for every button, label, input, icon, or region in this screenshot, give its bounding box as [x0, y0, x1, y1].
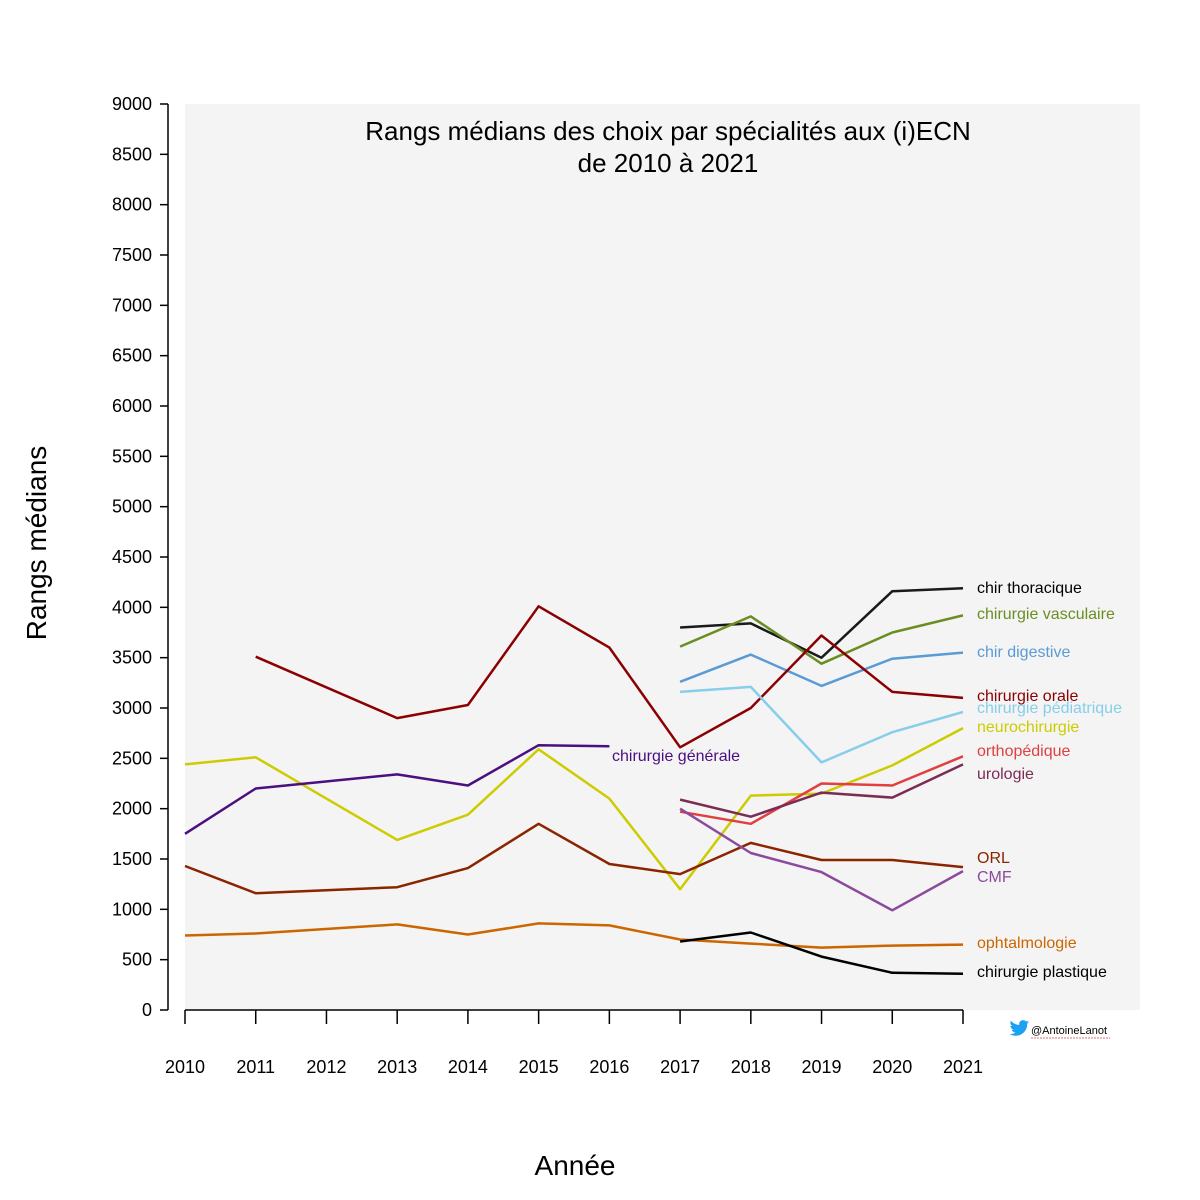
series-label-chirurgie-pediatrique: chirurgie pédiatrique — [977, 700, 1122, 717]
y-tick-label: 5500 — [112, 446, 152, 466]
chart-title: Rangs médians des choix par spécialités … — [365, 116, 971, 146]
x-tick-label: 2017 — [660, 1057, 700, 1077]
series-line-chirurgie-orale — [255, 605, 964, 749]
series-line-chirurgie-generale — [184, 743, 610, 835]
x-tick-label: 2021 — [943, 1057, 983, 1077]
x-tick-label: 2014 — [448, 1057, 488, 1077]
series-line-chir-thoracique — [680, 586, 964, 659]
series-line-chirurgie-vasculaire — [679, 614, 964, 665]
series-label-orthopedique: orthopédique — [977, 743, 1071, 760]
series-label-chirurgie-vasculaire: chirurgie vasculaire — [977, 606, 1115, 623]
y-tick-label: 3500 — [112, 648, 152, 668]
twitter-credit[interactable]: @AntoineLanot — [1009, 1020, 1111, 1039]
y-tick-label: 4500 — [112, 547, 152, 567]
series-label-neurochirurgie: neurochirurgie — [977, 719, 1079, 736]
y-tick-label: 9000 — [112, 94, 152, 114]
series-line-chir-digestive — [679, 651, 964, 688]
series-labels: chir thoracique chirurgie vasculaire chir … — [612, 580, 1122, 981]
series-line-ophtalmologie — [184, 922, 964, 949]
y-tick-label: 6000 — [112, 396, 152, 416]
plot-background — [185, 104, 1140, 1010]
y-tick-label: 500 — [122, 950, 152, 970]
y-tick-label: 2500 — [112, 748, 152, 768]
series-label-urologie: urologie — [977, 766, 1034, 783]
series-line-orl — [184, 822, 964, 895]
series-line-urologie — [679, 763, 964, 818]
series-label-chirurgie-plastique: chirurgie plastique — [977, 964, 1107, 981]
twitter-bird-shape — [1009, 1020, 1030, 1036]
series-line-chirurgie-plastique — [679, 931, 964, 976]
x-tick-label: 2019 — [802, 1057, 842, 1077]
credit-handle: @AntoineLanot — [1031, 1025, 1107, 1037]
twitter-bird-icon — [1009, 1020, 1030, 1036]
series-label-orl: ORL — [977, 850, 1010, 867]
series-label-cmf: CMF — [977, 869, 1012, 886]
series-line-chirurgie-pediatrique — [680, 685, 964, 764]
x-axis: 2010 2011 2012 2013 2014 2015 2016 2017 2018 2019… — [165, 1009, 983, 1077]
series-label-chirurgie-orale: chirurgie orale — [977, 688, 1078, 705]
y-tick-label: 8500 — [112, 144, 152, 164]
y-tick-label: 7000 — [112, 295, 152, 315]
series-group — [184, 586, 964, 976]
series-line-orthopedique — [679, 755, 964, 826]
y-tick-label: 1500 — [112, 849, 152, 869]
series-label-chir-digestive: chir digestive — [977, 644, 1070, 661]
x-tick-label: 2016 — [589, 1057, 629, 1077]
series-line-cmf — [679, 807, 964, 912]
y-axis-title: Rangs médians — [21, 446, 52, 641]
y-tick-label: 2000 — [112, 799, 152, 819]
series-label-chir-thoracique: chir thoracique — [977, 580, 1082, 597]
y-tick-label: 6500 — [112, 346, 152, 366]
y-tick-label: 3000 — [112, 698, 152, 718]
y-tick-label: 7500 — [112, 245, 152, 265]
x-tick-label: 2018 — [731, 1057, 771, 1077]
chart-subtitle: de 2010 à 2021 — [578, 148, 759, 178]
x-tick-label: 2015 — [519, 1057, 559, 1077]
y-tick-label: 1000 — [112, 899, 152, 919]
x-tick-label: 2011 — [236, 1057, 275, 1077]
x-axis-title: Année — [535, 1150, 616, 1181]
y-tick-label: 0 — [142, 1000, 152, 1020]
series-label-chirurgie-generale: chirurgie générale — [612, 748, 740, 765]
x-tick-label: 2020 — [872, 1057, 912, 1077]
y-tick-label: 4000 — [112, 597, 152, 617]
y-tick-label: 8000 — [112, 195, 152, 215]
x-tick-label: 2010 — [165, 1057, 205, 1077]
y-tick-label: 5000 — [112, 497, 152, 517]
x-tick-label: 2013 — [377, 1057, 417, 1077]
x-tick-label: 2012 — [306, 1057, 346, 1077]
y-axis: 0 500 1000 1500 2000 2500 3000 3500 4000 4500 5000… — [112, 94, 169, 1020]
series-label-ophtalmologie: ophtalmologie — [977, 935, 1077, 952]
